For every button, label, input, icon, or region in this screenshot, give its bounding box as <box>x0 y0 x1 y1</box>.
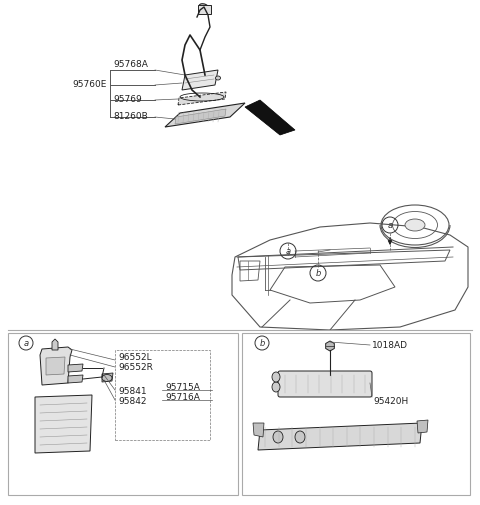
Polygon shape <box>182 71 218 91</box>
Text: 96552L: 96552L <box>118 353 152 362</box>
FancyBboxPatch shape <box>278 371 372 397</box>
Text: 95768A: 95768A <box>113 60 148 69</box>
Text: 95769: 95769 <box>113 94 142 104</box>
Polygon shape <box>68 364 83 372</box>
Text: 95760E: 95760E <box>72 79 107 88</box>
Ellipse shape <box>272 382 280 392</box>
Text: 96552R: 96552R <box>118 363 153 372</box>
Polygon shape <box>245 101 295 136</box>
Ellipse shape <box>295 431 305 443</box>
Polygon shape <box>46 358 65 375</box>
Text: 81260B: 81260B <box>113 111 148 120</box>
Ellipse shape <box>273 431 283 443</box>
Ellipse shape <box>199 5 209 11</box>
Text: 95420H: 95420H <box>373 396 408 405</box>
Text: 95841: 95841 <box>118 386 146 395</box>
Polygon shape <box>417 420 428 433</box>
Text: b: b <box>315 269 321 278</box>
Polygon shape <box>175 110 226 125</box>
Polygon shape <box>35 395 92 453</box>
Ellipse shape <box>272 372 280 382</box>
Polygon shape <box>52 339 58 350</box>
Polygon shape <box>253 423 264 437</box>
Polygon shape <box>258 423 422 450</box>
Polygon shape <box>165 104 245 128</box>
Text: b: b <box>259 339 264 348</box>
Text: 95842: 95842 <box>118 396 146 405</box>
Text: a: a <box>387 221 393 230</box>
Ellipse shape <box>102 375 112 382</box>
Ellipse shape <box>405 220 425 231</box>
Ellipse shape <box>216 77 220 81</box>
Text: a: a <box>286 247 290 256</box>
Polygon shape <box>178 93 226 106</box>
Polygon shape <box>40 347 72 385</box>
Polygon shape <box>68 375 83 383</box>
Text: 95716A: 95716A <box>165 393 200 401</box>
Polygon shape <box>102 373 113 382</box>
FancyBboxPatch shape <box>197 6 211 15</box>
Text: 95715A: 95715A <box>165 383 200 392</box>
Text: a: a <box>24 339 29 348</box>
Text: 1018AD: 1018AD <box>372 341 408 350</box>
